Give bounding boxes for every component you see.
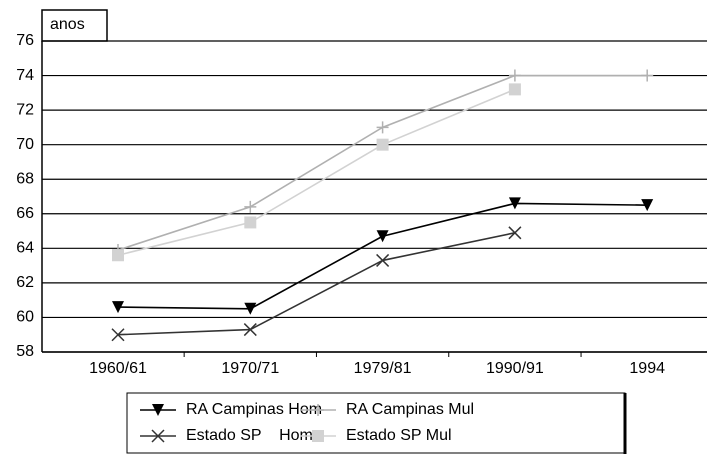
data-point	[508, 69, 521, 82]
series-line	[117, 74, 648, 251]
data-point	[243, 323, 257, 337]
series-line	[117, 231, 516, 336]
y-tick-label: 74	[16, 67, 34, 84]
legend-marker	[312, 430, 324, 442]
data-point	[376, 138, 389, 151]
data-point	[641, 199, 654, 212]
legend-marker	[152, 404, 164, 416]
data-point	[508, 226, 522, 240]
data-point	[376, 253, 390, 267]
y-tick-label: 68	[16, 170, 34, 187]
series-line	[117, 88, 516, 257]
x-tick-label: 1979/81	[354, 360, 412, 377]
legend-label: Estado SP Mul	[346, 427, 452, 444]
legend-label: Estado SP Hom	[186, 427, 313, 444]
legend-box	[126, 392, 626, 454]
x-tick-label: 1990/91	[486, 360, 544, 377]
y-tick-label: 62	[16, 274, 34, 291]
data-point	[244, 216, 257, 229]
legend-marker	[312, 404, 324, 416]
data-point	[112, 301, 124, 314]
y-tick-label: 66	[16, 205, 34, 222]
series-line	[117, 202, 648, 310]
x-tick-label: 1970/71	[221, 360, 279, 377]
data-point	[376, 230, 389, 243]
y-tick-label: 64	[16, 240, 34, 257]
legend-label: RA Campinas Mul	[346, 401, 474, 418]
legend-marker	[151, 429, 165, 443]
data-point	[376, 121, 389, 134]
y-label-box	[41, 9, 108, 42]
data-point	[112, 249, 124, 262]
y-tick-label: 60	[16, 309, 34, 326]
data-point	[244, 302, 257, 315]
y-tick-label: 72	[16, 101, 34, 118]
y-tick-label: 76	[16, 32, 34, 49]
x-tick-label: 1960/61	[89, 360, 147, 377]
data-point	[508, 197, 521, 210]
x-tick-label: 1994	[629, 360, 665, 377]
data-point	[244, 200, 257, 213]
legend-label: RA Campinas Hom	[186, 401, 322, 418]
data-point	[641, 69, 654, 82]
y-axis-label: anos	[50, 16, 85, 33]
y-tick-label: 58	[16, 343, 34, 360]
data-point	[508, 83, 521, 96]
data-point	[111, 328, 125, 342]
y-tick-label: 70	[16, 136, 34, 153]
